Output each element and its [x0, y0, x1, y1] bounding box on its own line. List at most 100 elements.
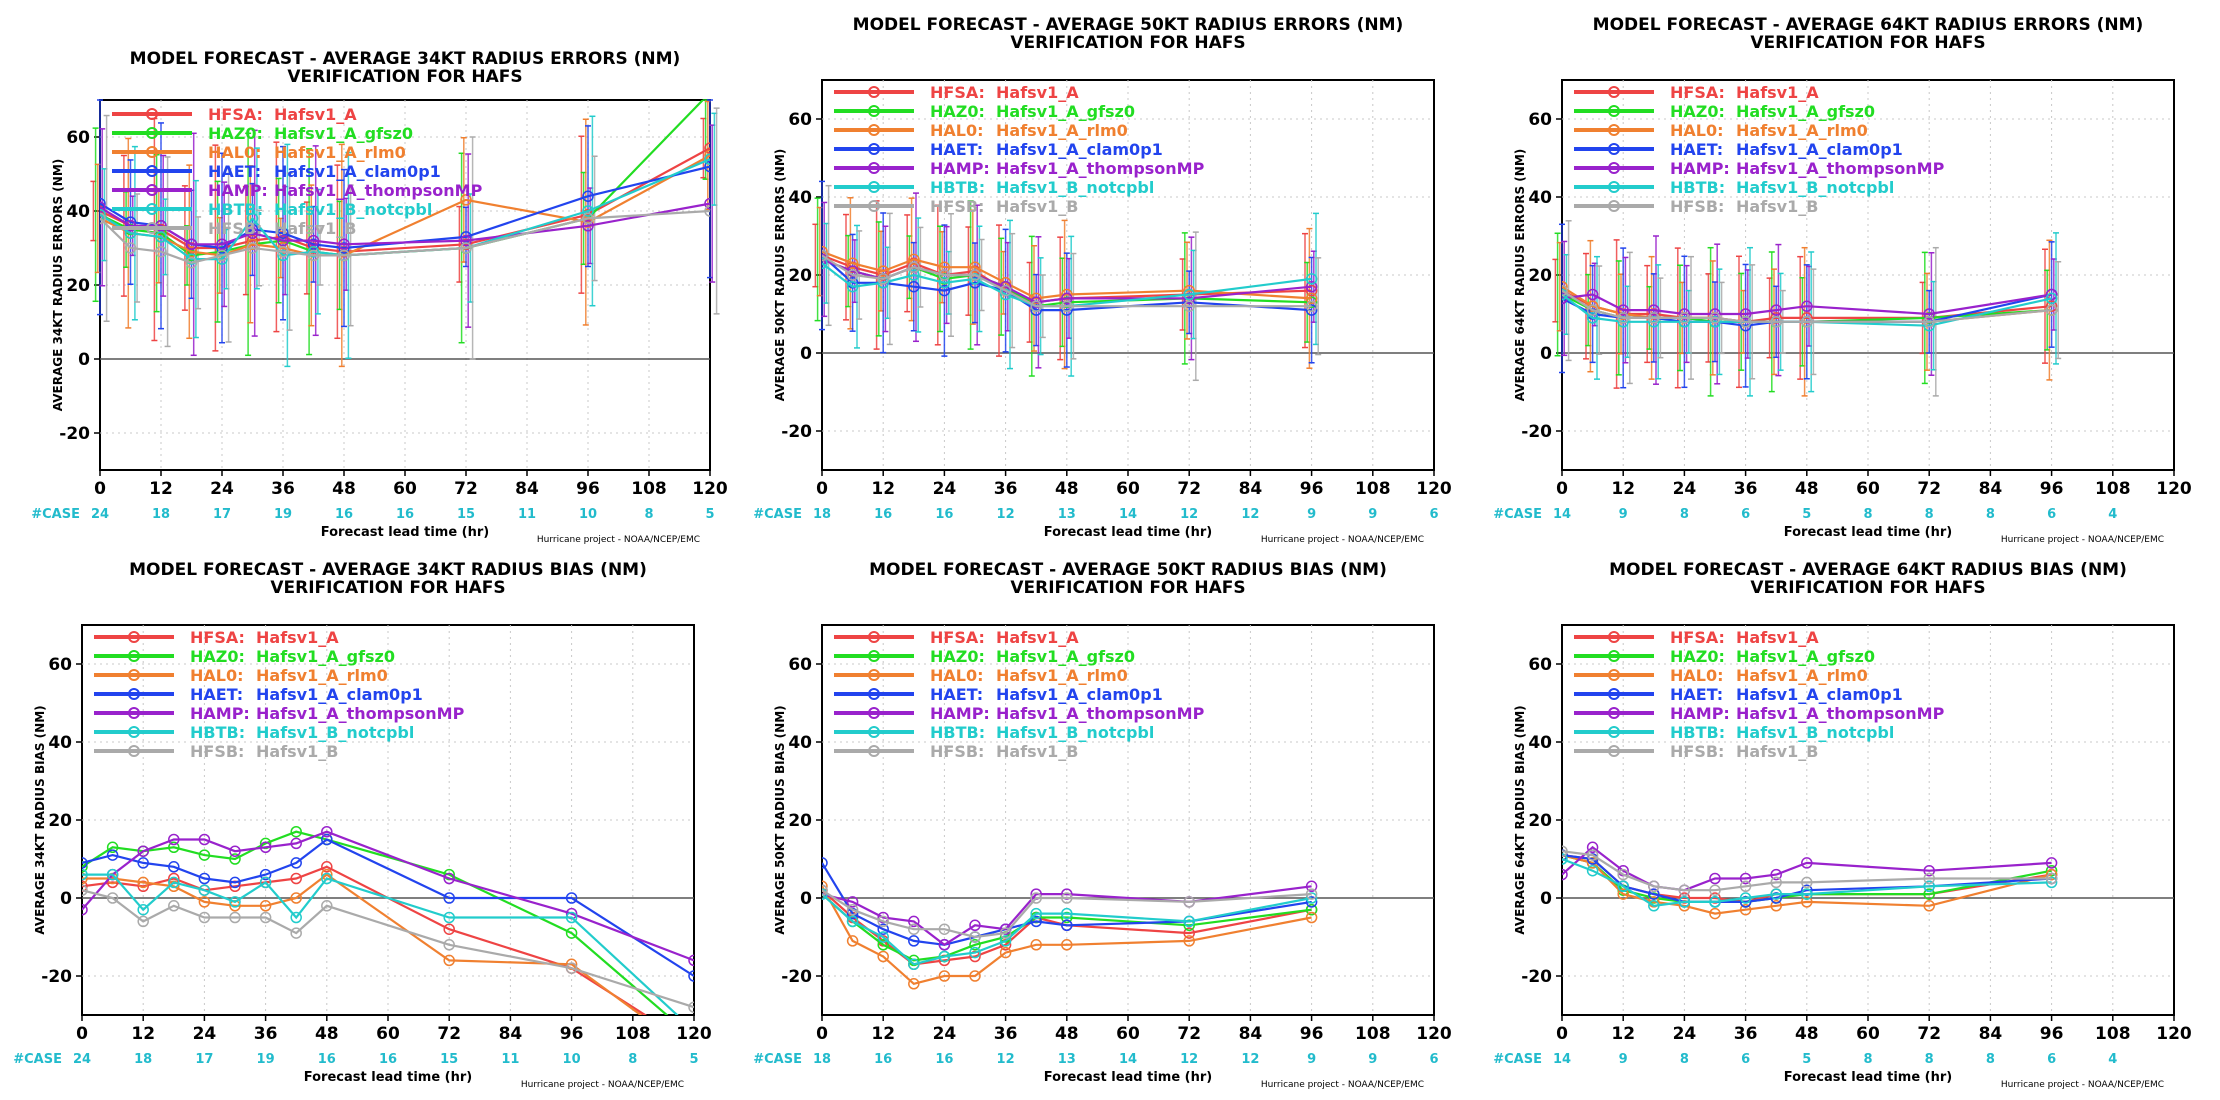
x-tick-label: 120: [1416, 1024, 1452, 1044]
legend-name: Hafsv1_B_notcpbl: [274, 200, 432, 219]
case-count: 12: [1180, 1052, 1198, 1067]
data-point: [1305, 280, 1318, 293]
data-point: [704, 197, 710, 210]
y-tick-label: 60: [1528, 655, 1552, 675]
data-point: [582, 216, 594, 228]
legend-code: HAMP:: [208, 181, 268, 200]
data-point: [155, 231, 167, 243]
case-count: 5: [1802, 1052, 1811, 1067]
data-point: [1648, 312, 1660, 324]
data-point: [704, 205, 710, 217]
case-count: 11: [501, 1052, 519, 1067]
data-point: [877, 915, 889, 928]
case-count: 12: [1241, 1052, 1259, 1067]
legend-marker: [868, 669, 880, 681]
data-point: [2045, 304, 2058, 316]
legend-marker: [146, 108, 158, 120]
x-tick-label: 12: [871, 1024, 895, 1044]
series-line-hfsb: [822, 254, 1312, 308]
data-point: [1305, 888, 1318, 900]
case-count: 17: [213, 507, 231, 522]
data-point: [822, 880, 828, 893]
x-tick-label: 120: [2156, 1024, 2192, 1044]
case-count: 17: [195, 1052, 213, 1067]
data-point: [1030, 300, 1042, 312]
x-tick-label: 24: [1673, 479, 1697, 499]
data-point: [908, 261, 920, 273]
legend-code: HFSB:: [190, 742, 244, 761]
chart-title: MODEL FORECAST - AVERAGE 34KT RADIUS ERR…: [130, 49, 681, 69]
data-point: [1648, 304, 1660, 316]
legend-code: HBTB:: [930, 178, 985, 197]
series-line-hfsb: [1562, 850, 2052, 892]
case-count: 19: [257, 1052, 275, 1067]
legend-marker: [868, 650, 880, 662]
data-point: [1617, 312, 1629, 324]
data-point: [938, 970, 951, 982]
y-tick-label: 20: [1528, 811, 1552, 831]
legend-marker: [1608, 86, 1620, 98]
x-tick-label: 72: [437, 1024, 461, 1044]
data-point: [185, 245, 198, 258]
legend-marker: [1608, 105, 1620, 117]
data-point: [969, 261, 981, 273]
legend-name: Hafsv1_B: [1736, 742, 1818, 761]
legend-marker: [146, 127, 158, 139]
series-line-hfsb: [82, 889, 694, 1009]
data-point: [321, 900, 333, 912]
data-point: [443, 954, 455, 967]
y-tick-label: 60: [788, 110, 812, 130]
data-point: [1923, 880, 1935, 893]
data-point: [443, 923, 455, 935]
x-tick-label: 120: [692, 479, 728, 499]
data-point: [307, 238, 320, 251]
case-label: #CASE: [753, 507, 802, 522]
series-line-hbtb: [822, 893, 1312, 966]
data-point: [969, 931, 981, 943]
data-point: [1801, 884, 1813, 896]
x-tick-label: 108: [631, 479, 667, 499]
legend-code: HFSB:: [208, 219, 262, 238]
data-point: [229, 853, 241, 865]
data-point: [198, 833, 211, 846]
legend-name: Hafsv1_B_notcpbl: [1736, 178, 1894, 197]
case-count: 8: [644, 507, 653, 522]
case-count: 8: [1986, 1052, 1995, 1067]
series-line-hal0: [822, 885, 1312, 986]
x-tick-label: 84: [499, 1024, 523, 1044]
data-point: [137, 857, 149, 869]
legend-marker: [146, 203, 158, 215]
legend-marker: [1608, 688, 1620, 700]
x-tick-label: 120: [676, 1024, 712, 1044]
chart-panel-5: MODEL FORECAST - AVERAGE 50KT RADIUS BIA…: [753, 560, 1452, 1090]
case-count: 12: [997, 1052, 1015, 1067]
case-count: 6: [1741, 507, 1750, 522]
data-point: [443, 872, 455, 885]
y-tick-label: -20: [41, 967, 72, 987]
legend-code: HAMP:: [1670, 159, 1730, 178]
case-count: 5: [705, 507, 714, 522]
data-point: [1709, 872, 1721, 885]
series-group: [822, 857, 1318, 990]
legend-marker: [146, 222, 158, 234]
case-count: 16: [935, 1052, 953, 1067]
data-point: [82, 857, 88, 869]
series-line-hfsb: [1562, 289, 2052, 323]
case-count: 9: [1307, 1052, 1316, 1067]
data-point: [1617, 888, 1629, 900]
data-point: [846, 915, 859, 928]
case-count: 14: [1119, 507, 1137, 522]
legend-name: Hafsv1_A: [256, 628, 339, 647]
data-point: [1586, 312, 1599, 324]
case-count: 10: [563, 1052, 581, 1067]
x-tick-label: 120: [1416, 479, 1452, 499]
legend-code: HAET:: [1670, 140, 1723, 159]
legend-marker: [1608, 745, 1620, 757]
x-tick-label: 108: [1355, 479, 1391, 499]
legend-marker: [1608, 143, 1620, 155]
y-tick-label: 40: [1528, 188, 1552, 208]
case-count: 19: [274, 507, 292, 522]
legend-code: HAZ0:: [208, 124, 263, 143]
legend-name: Hafsv1_A_thompsonMP: [1736, 159, 1945, 178]
chart-panel-4: MODEL FORECAST - AVERAGE 34KT RADIUS BIA…: [13, 560, 712, 1090]
